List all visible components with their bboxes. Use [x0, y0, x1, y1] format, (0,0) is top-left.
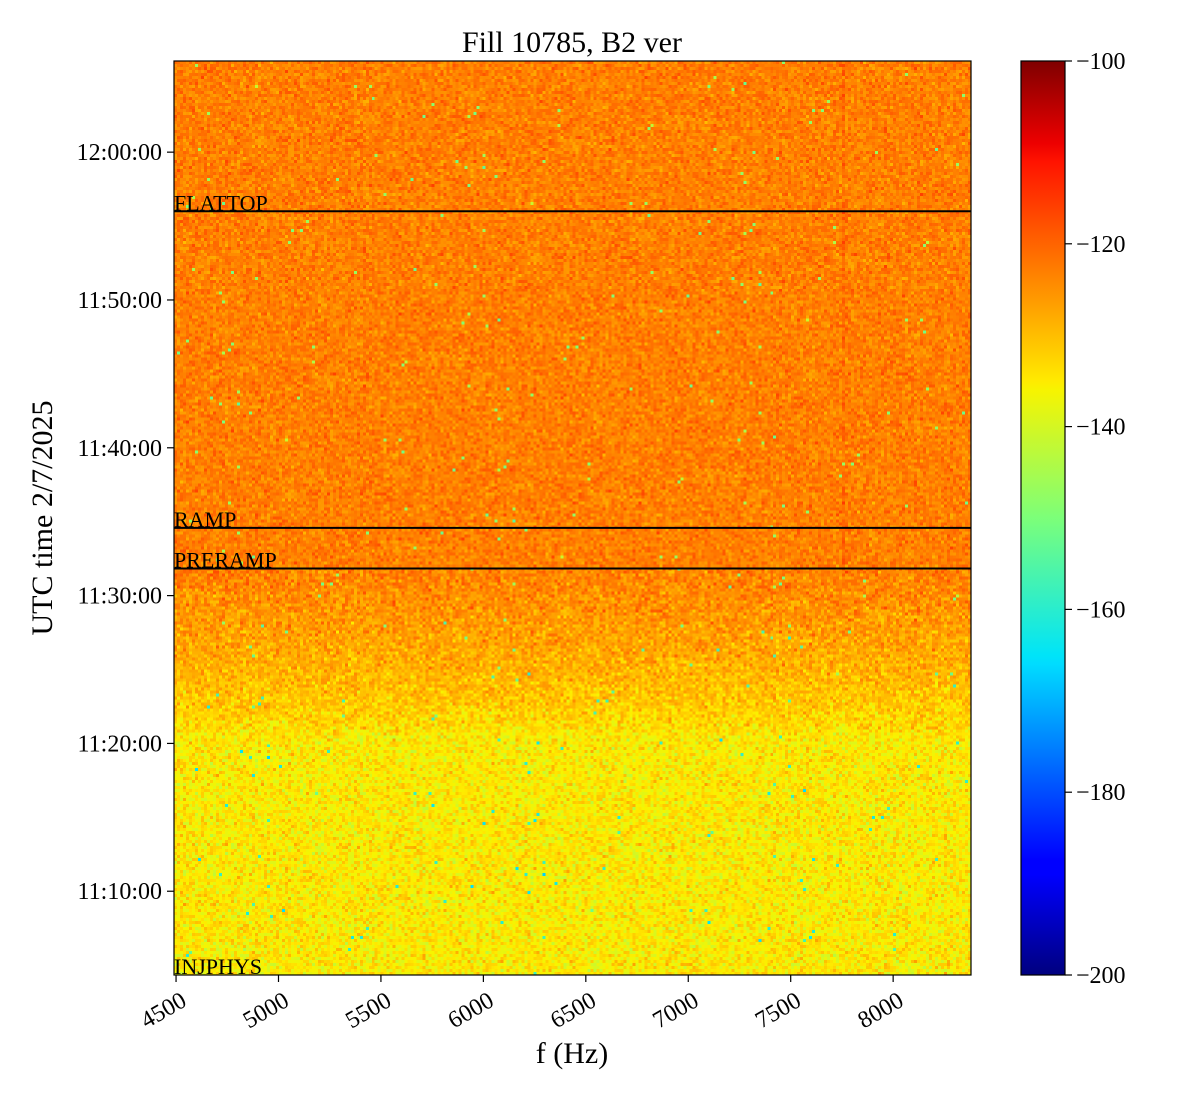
spectrogram-heatmap: [174, 61, 971, 975]
chart-title: Fill 10785, B2 ver: [462, 26, 682, 59]
y-tick-label: 11:30:00: [78, 584, 162, 610]
y-axis: 11:10:00 11:20:00 11:30:00 11:40:00 11:50:00…: [77, 140, 174, 905]
x-tick-label: 8000: [854, 988, 909, 1035]
phase-label: PRERAMP: [174, 548, 277, 573]
x-tick-label: 6000: [444, 988, 499, 1035]
colorbar-tick-label: −140: [1076, 415, 1126, 441]
x-tick-label: 7500: [751, 988, 806, 1035]
y-tick-label: 11:10:00: [78, 879, 162, 905]
plot-frame: [173, 60, 972, 976]
x-tick-label: 5500: [341, 988, 396, 1035]
y-axis-label: UTC time 2/7/2025: [26, 401, 59, 636]
x-tick-label: 4500: [136, 988, 191, 1035]
colorbar-tick-label: −200: [1076, 963, 1126, 989]
colorbar-tick-label: −180: [1076, 780, 1126, 806]
colorbar-tick-label: −160: [1076, 597, 1126, 623]
x-tick-label: 7000: [649, 988, 704, 1035]
phase-label: FLATTOP: [174, 190, 268, 215]
phase-label: RAMP: [174, 507, 236, 532]
colorbar-frame: [1020, 60, 1066, 976]
x-tick-label: 5000: [239, 988, 294, 1035]
colorbar: −100 −120 −140 −160 −180 −200: [1020, 49, 1126, 989]
y-tick-label: 11:40:00: [78, 436, 162, 462]
colorbar-tick-label: −100: [1076, 49, 1126, 75]
x-axis: 4500 5000 5500 6000 6500 7000 7500 8000: [136, 975, 908, 1034]
colorbar-gradient: [1021, 61, 1065, 975]
colorbar-ticks: −100 −120 −140 −160 −180 −200: [1065, 49, 1126, 989]
y-tick-label: 11:50:00: [78, 288, 162, 314]
colorbar-tick-label: −120: [1076, 232, 1126, 258]
x-axis-label: f (Hz): [536, 1037, 608, 1070]
x-tick-label: 6500: [546, 988, 601, 1035]
y-tick-label: 12:00:00: [77, 140, 162, 166]
y-tick-label: 11:20:00: [78, 731, 162, 757]
